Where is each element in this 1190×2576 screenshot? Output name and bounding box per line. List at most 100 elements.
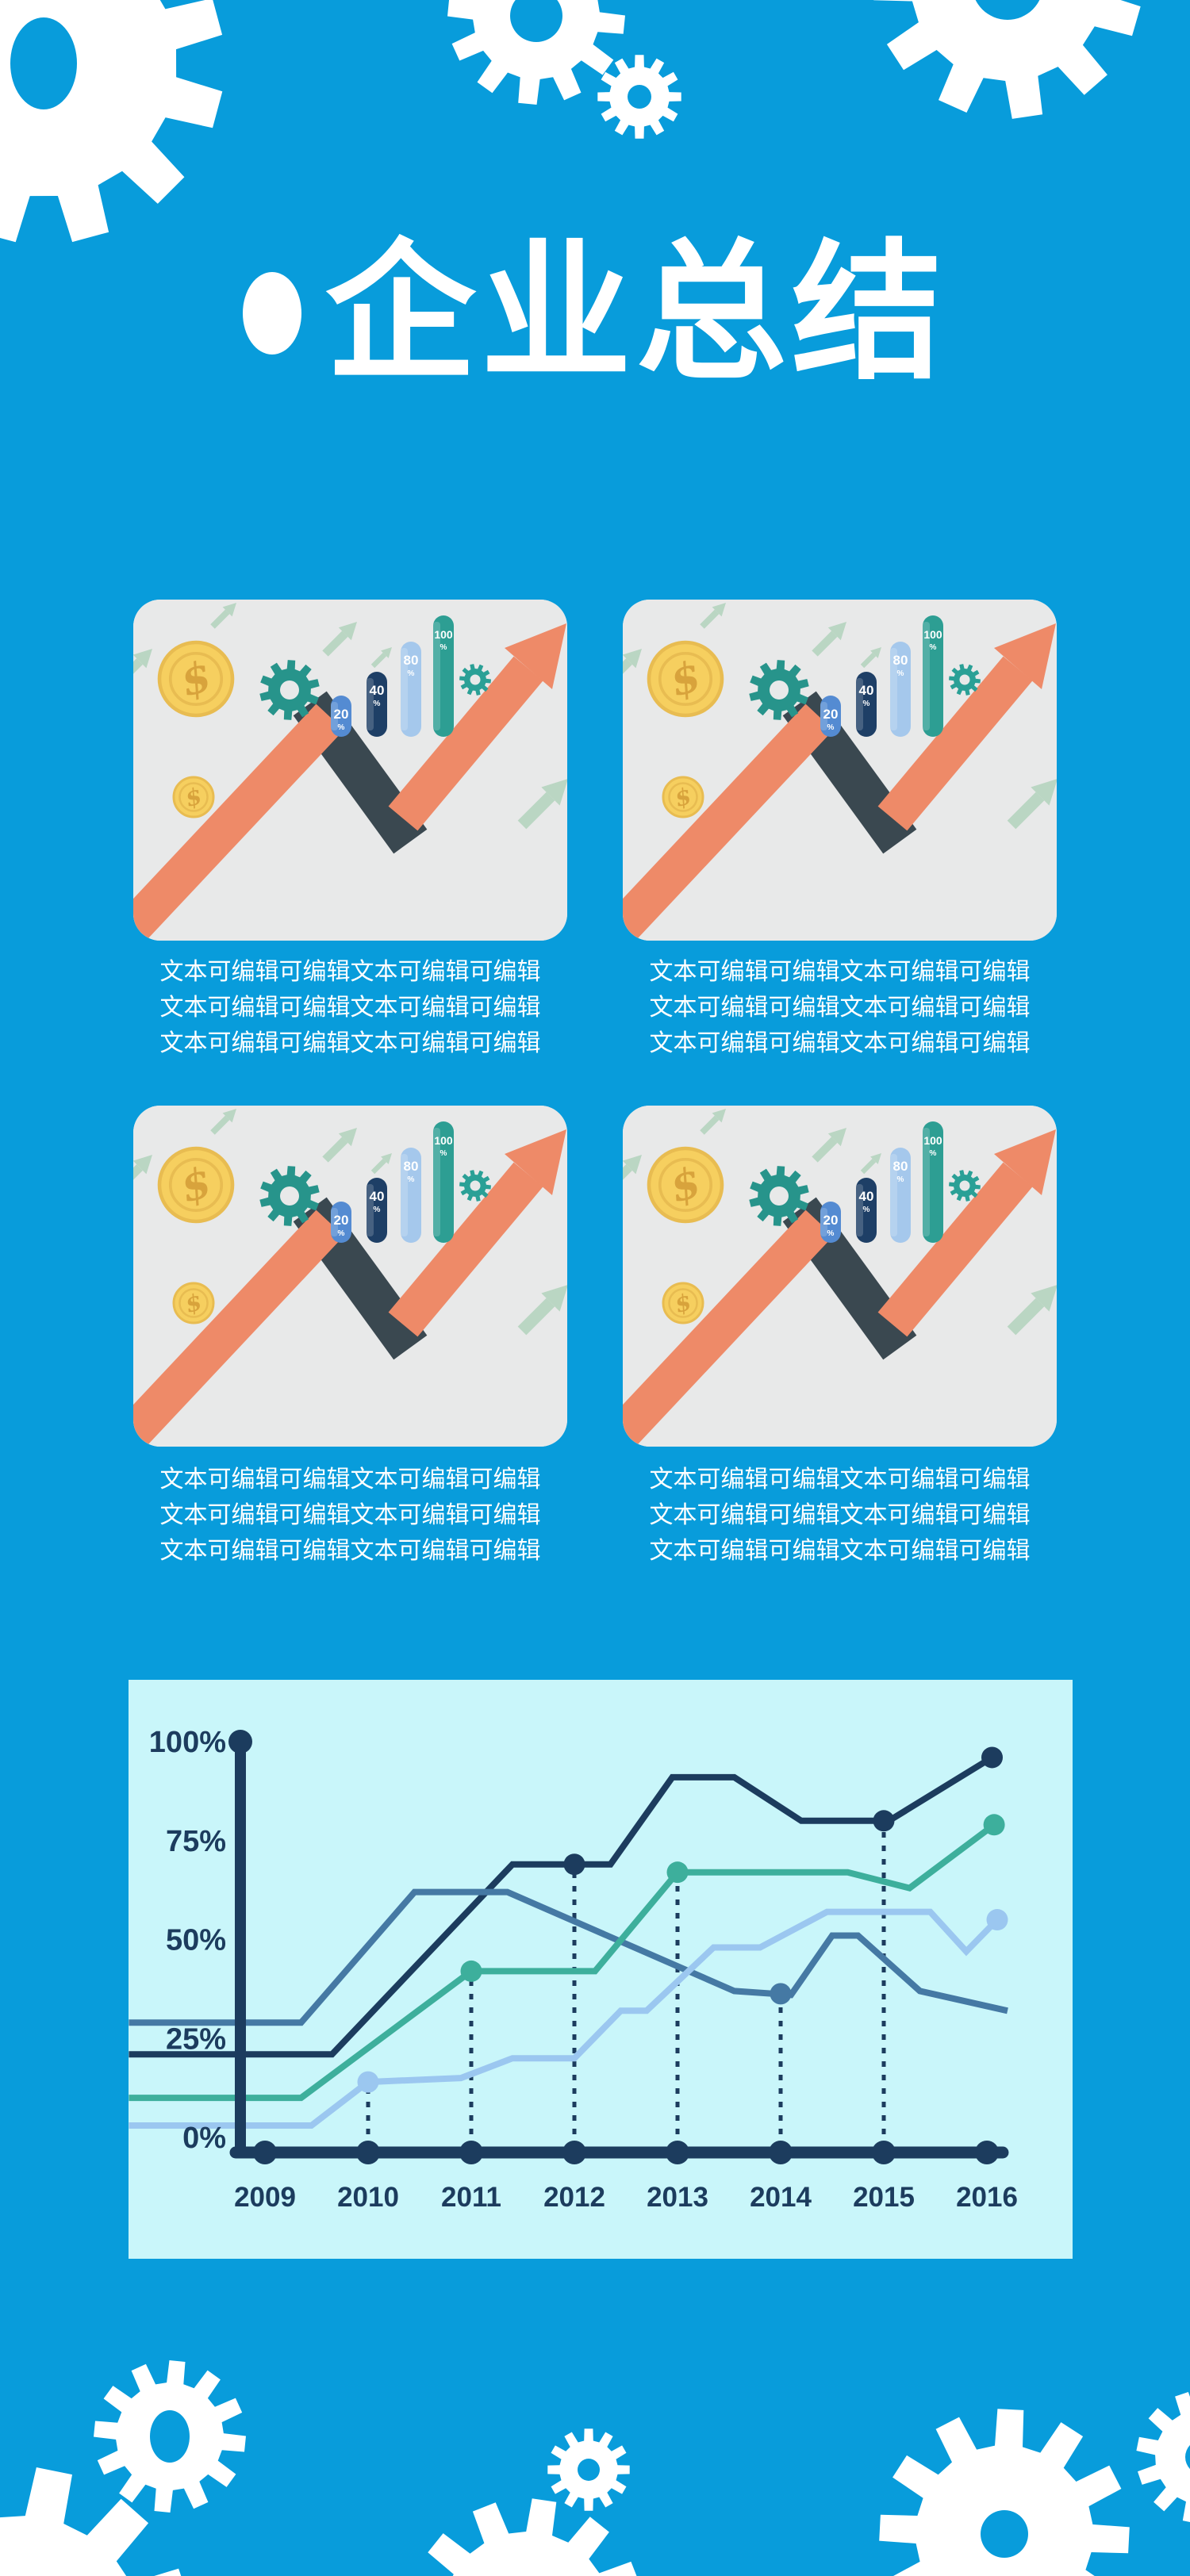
up-arrow-icon (210, 1109, 236, 1135)
x-axis-dot (562, 2141, 586, 2164)
svg-text:20: 20 (823, 1213, 839, 1228)
arrowhead-icon (505, 1129, 566, 1195)
coin-icon: $ (172, 1282, 215, 1324)
gear-icon (749, 1166, 809, 1226)
x-axis-dot (356, 2141, 380, 2164)
svg-text:80: 80 (404, 653, 419, 668)
caption-line: 文本可编辑可编辑文本可编辑可编辑 (159, 1538, 541, 1564)
svg-text:%: % (863, 700, 870, 708)
caption-block: 文本可编辑可编辑文本可编辑可编辑 文本可编辑可编辑文本可编辑可编辑 文本可编辑可… (133, 1462, 567, 1569)
x-tick-label: 2014 (750, 2182, 812, 2213)
title-block: 企业总结 (0, 238, 1190, 389)
svg-text:100: 100 (923, 1134, 942, 1147)
svg-text:40: 40 (370, 1189, 385, 1204)
svg-text:%: % (930, 1149, 937, 1158)
svg-text:%: % (930, 643, 937, 652)
up-arrow-icon (133, 1155, 152, 1180)
svg-text:20: 20 (823, 707, 839, 722)
up-trend-segment (133, 1209, 344, 1447)
up-trend-segment (133, 703, 344, 941)
bullet-dot-icon (242, 272, 301, 355)
percent-bar: 20% (820, 696, 841, 737)
up-arrow-icon (322, 622, 357, 657)
percent-bar: 20% (820, 1202, 841, 1243)
caption-block: 文本可编辑可编辑文本可编辑可编辑 文本可编辑可编辑文本可编辑可编辑 文本可编辑可… (623, 1462, 1057, 1569)
coin-icon: $ (662, 776, 704, 818)
percent-bar: 40% (367, 1178, 387, 1243)
growth-chart-illustration: $$20%40%80%100% (133, 1106, 567, 1447)
y-tick-label: 50% (166, 1924, 226, 1957)
percent-bar: 40% (856, 1178, 877, 1243)
caption-line: 文本可编辑可编辑文本可编辑可编辑 (159, 995, 541, 1021)
svg-text:%: % (374, 700, 381, 708)
up-arrow-icon (1007, 779, 1057, 830)
navy-series (129, 1754, 994, 2058)
steel-blue-series-marker (770, 1983, 792, 2005)
x-tick-label: 2015 (853, 2182, 915, 2213)
percent-bar: 100% (433, 1121, 454, 1243)
teal-green-series-marker (983, 1814, 1005, 1836)
svg-text:%: % (338, 723, 345, 732)
svg-text:20: 20 (334, 707, 349, 722)
x-axis-dot (666, 2141, 689, 2164)
coin-icon: $ (157, 640, 235, 718)
svg-text:%: % (897, 669, 904, 678)
svg-text:100: 100 (434, 628, 453, 641)
caption-line: 文本可编辑可编辑文本可编辑可编辑 (649, 995, 1031, 1021)
up-arrow-icon (370, 647, 392, 669)
gear-icon (873, 0, 1141, 119)
percent-bar: 80% (401, 642, 421, 737)
x-axis-dot (975, 2141, 999, 2164)
arrowhead-icon (994, 1129, 1056, 1195)
caption-line: 文本可编辑可编辑文本可编辑可编辑 (649, 1538, 1031, 1564)
up-arrow-icon (370, 1153, 392, 1175)
up-trend-segment (877, 1162, 1033, 1337)
growth-illustration-card: $ $20% 40% 80% 100% (623, 600, 1057, 941)
svg-text:40: 40 (859, 683, 874, 698)
gear-icon (949, 1170, 981, 1202)
gear-icon (428, 2498, 637, 2576)
coin-icon: $ (172, 776, 215, 818)
caption-block: 文本可编辑可编辑文本可编辑可编辑 文本可编辑可编辑文本可编辑可编辑 文本可编辑可… (133, 954, 567, 1061)
y-tick-label: 25% (166, 2022, 226, 2056)
x-tick-label: 2011 (441, 2182, 501, 2213)
up-trend-segment (388, 656, 543, 831)
up-arrow-icon (517, 1285, 567, 1336)
gear-icon (0, 0, 223, 243)
gear-icon (94, 2360, 246, 2513)
caption-block: 文本可编辑可编辑文本可编辑可编辑 文本可编辑可编辑文本可编辑可编辑 文本可编辑可… (623, 954, 1057, 1061)
x-axis-dot (872, 2141, 896, 2164)
y-axis-top-dot (228, 1730, 252, 1754)
gear-icon (259, 660, 320, 720)
x-tick-label: 2013 (647, 2182, 708, 2213)
arrowhead-icon (994, 623, 1056, 689)
svg-text:%: % (408, 669, 415, 678)
x-tick-label: 2012 (543, 2182, 605, 2213)
light-blue-series-marker (357, 2071, 379, 2093)
up-trend-segment (623, 1209, 834, 1447)
svg-text:40: 40 (859, 1189, 874, 1204)
gear-icon (259, 1166, 320, 1226)
y-tick-label: 0% (182, 2122, 226, 2155)
gear-icon (949, 664, 981, 696)
teal-green-series-marker (460, 1960, 482, 1982)
up-arrow-icon (322, 1128, 357, 1163)
up-arrow-icon (623, 649, 642, 674)
light-blue-series (129, 1908, 1000, 2129)
up-trend-segment (388, 1162, 543, 1337)
svg-text:%: % (827, 1229, 835, 1238)
navy-series-marker (873, 1810, 895, 1832)
percent-bar: 80% (890, 1148, 911, 1243)
svg-text:100: 100 (434, 1134, 453, 1147)
up-arrow-icon (517, 779, 567, 830)
teal-green-series (129, 1822, 996, 2102)
up-arrow-icon (860, 647, 881, 669)
percent-bar: 40% (367, 672, 387, 737)
caption-line: 文本可编辑可编辑文本可编辑可编辑 (159, 1030, 541, 1056)
up-trend-segment (623, 703, 834, 941)
svg-text:%: % (374, 1206, 381, 1214)
gear-icon (0, 2467, 182, 2576)
percent-bar: 100% (923, 615, 943, 737)
up-trend-segment (877, 656, 1033, 831)
